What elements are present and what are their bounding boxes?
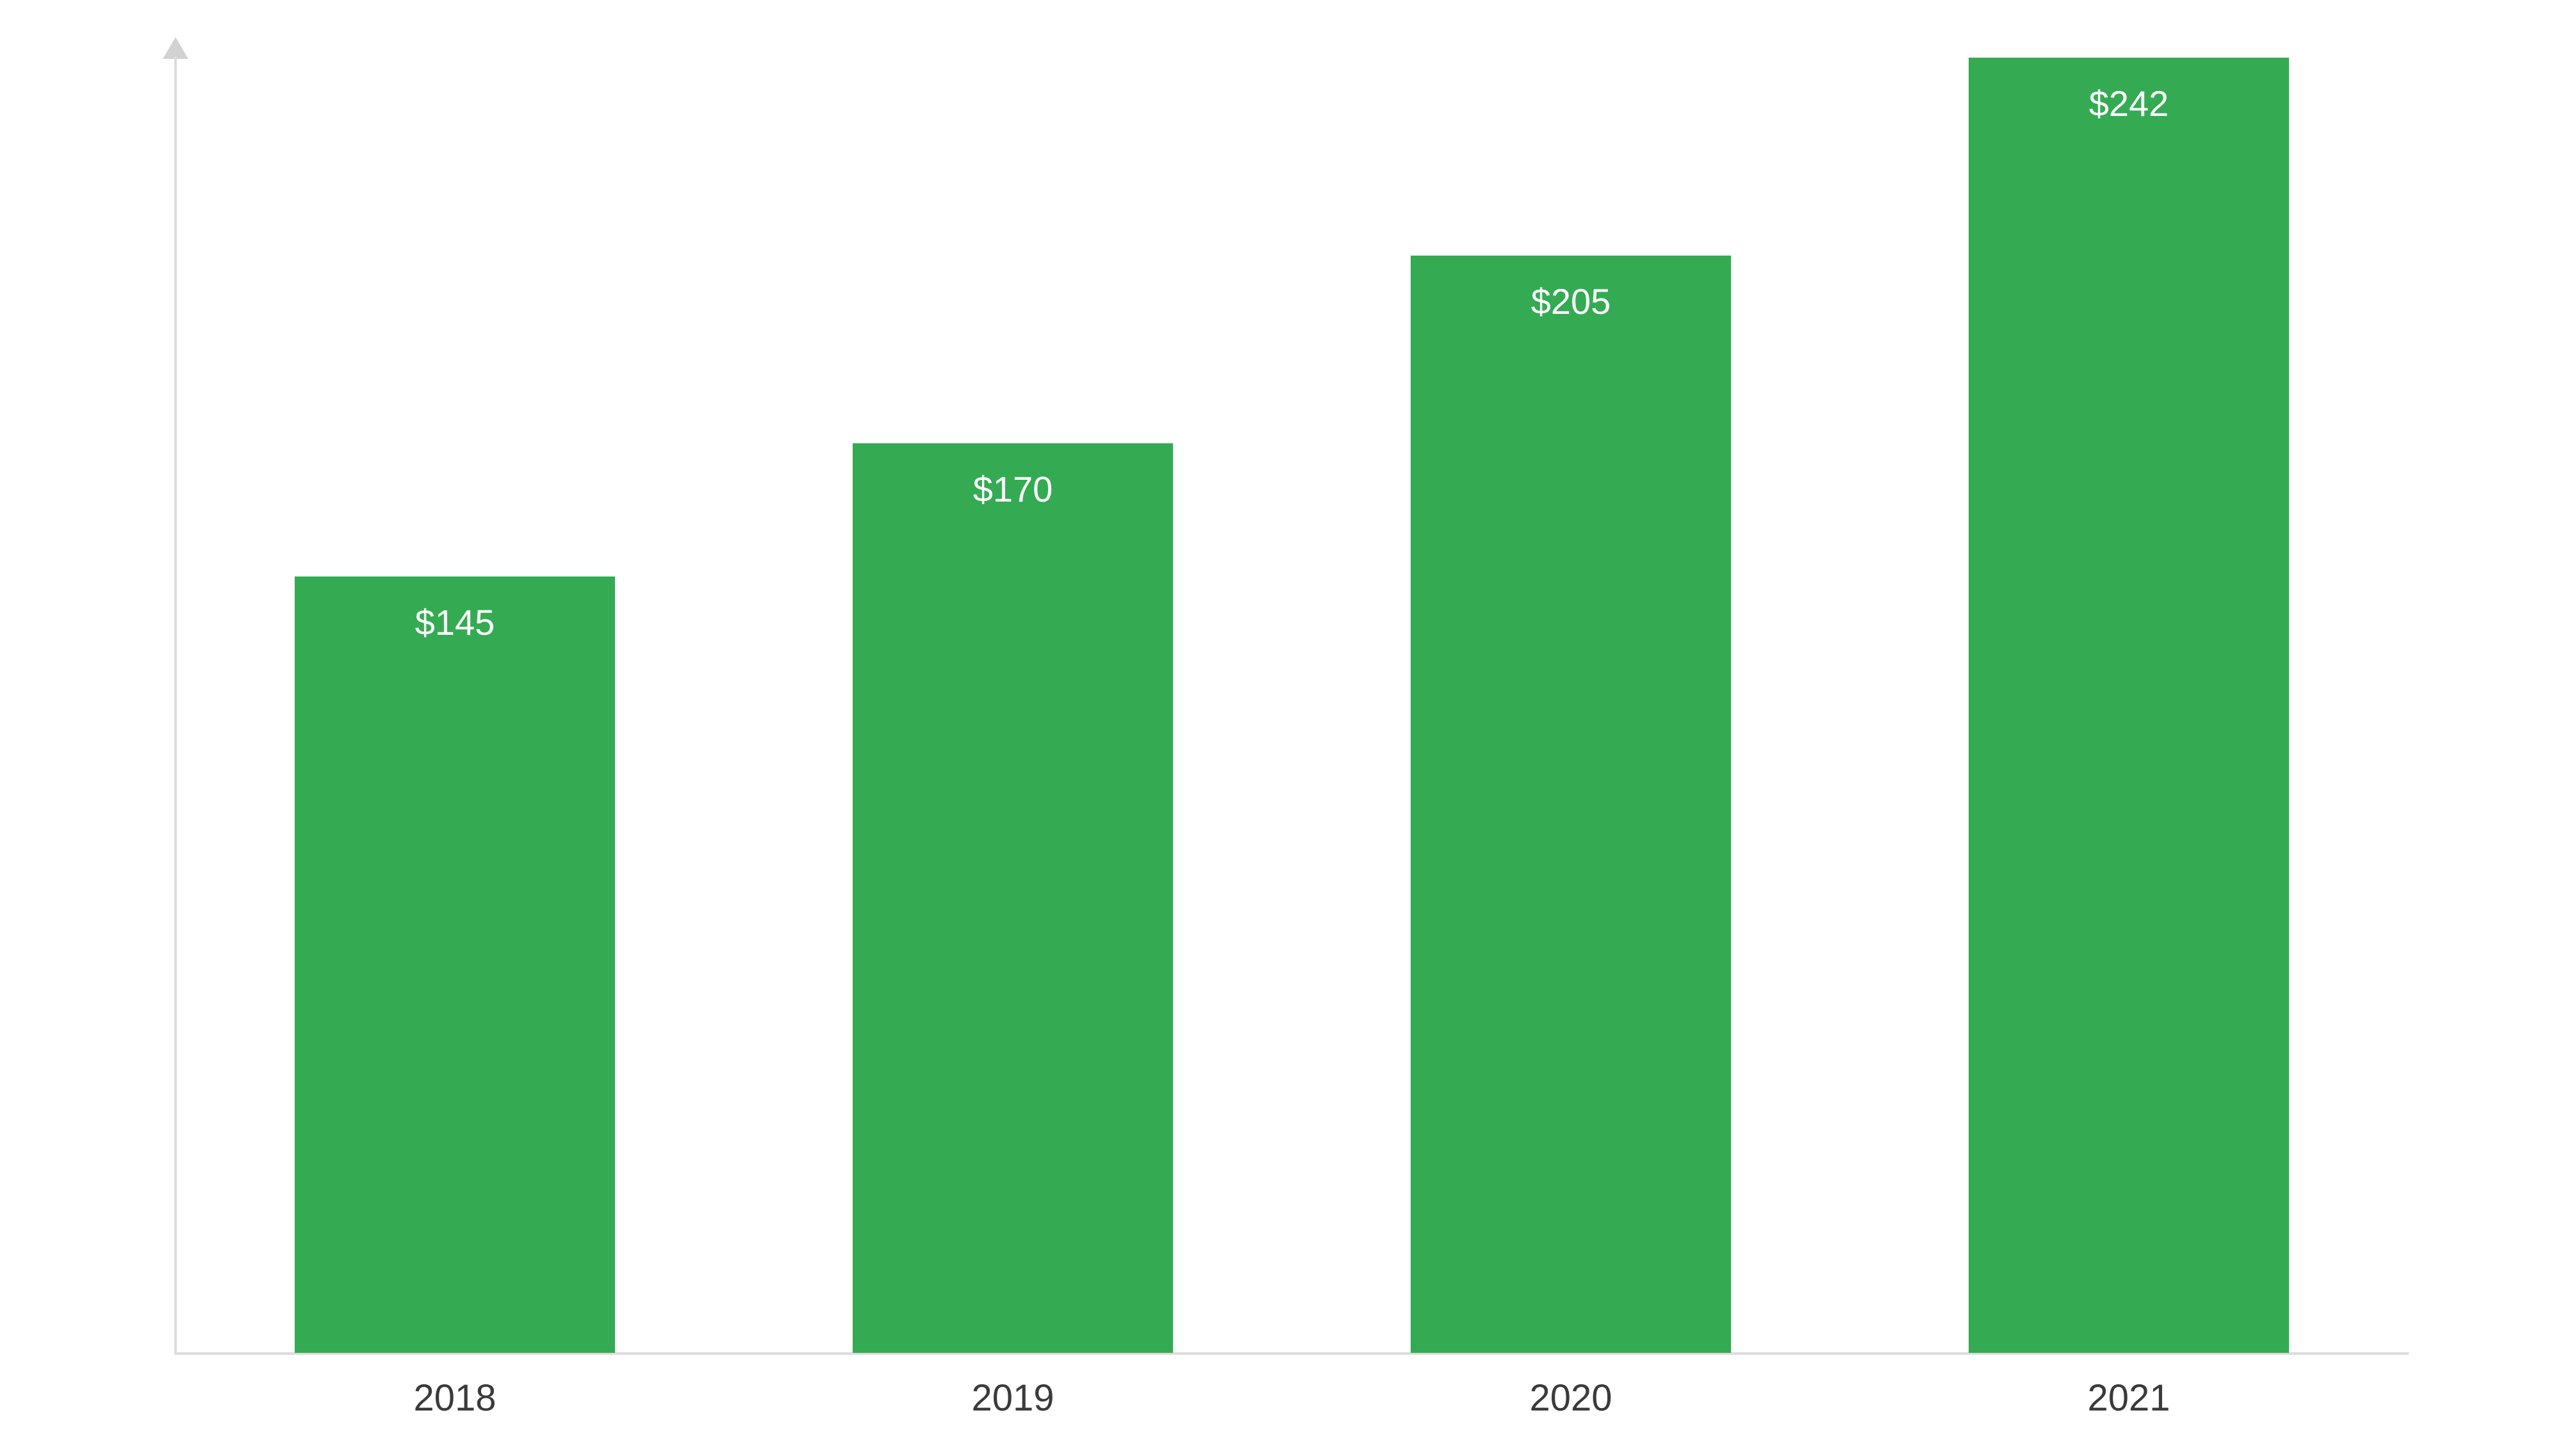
bar: $145 <box>295 577 615 1353</box>
x-axis-tick-label: 2021 <box>2087 1377 2170 1419</box>
y-axis-arrow-icon <box>163 37 188 59</box>
y-axis-line <box>174 56 177 1354</box>
bar: $205 <box>1411 256 1731 1353</box>
bar-value-label: $145 <box>414 602 495 643</box>
x-axis-line <box>174 1352 2409 1355</box>
bar: $170 <box>853 443 1173 1353</box>
x-axis-tick-label: 2018 <box>413 1377 496 1419</box>
bar: $242 <box>1969 58 2289 1353</box>
x-axis-tick-label: 2019 <box>971 1377 1054 1419</box>
x-axis-tick-label: 2020 <box>1529 1377 1612 1419</box>
bar-value-label: $170 <box>972 468 1053 509</box>
bar-value-label: $205 <box>1530 281 1611 322</box>
bar-value-label: $242 <box>2088 83 2169 124</box>
